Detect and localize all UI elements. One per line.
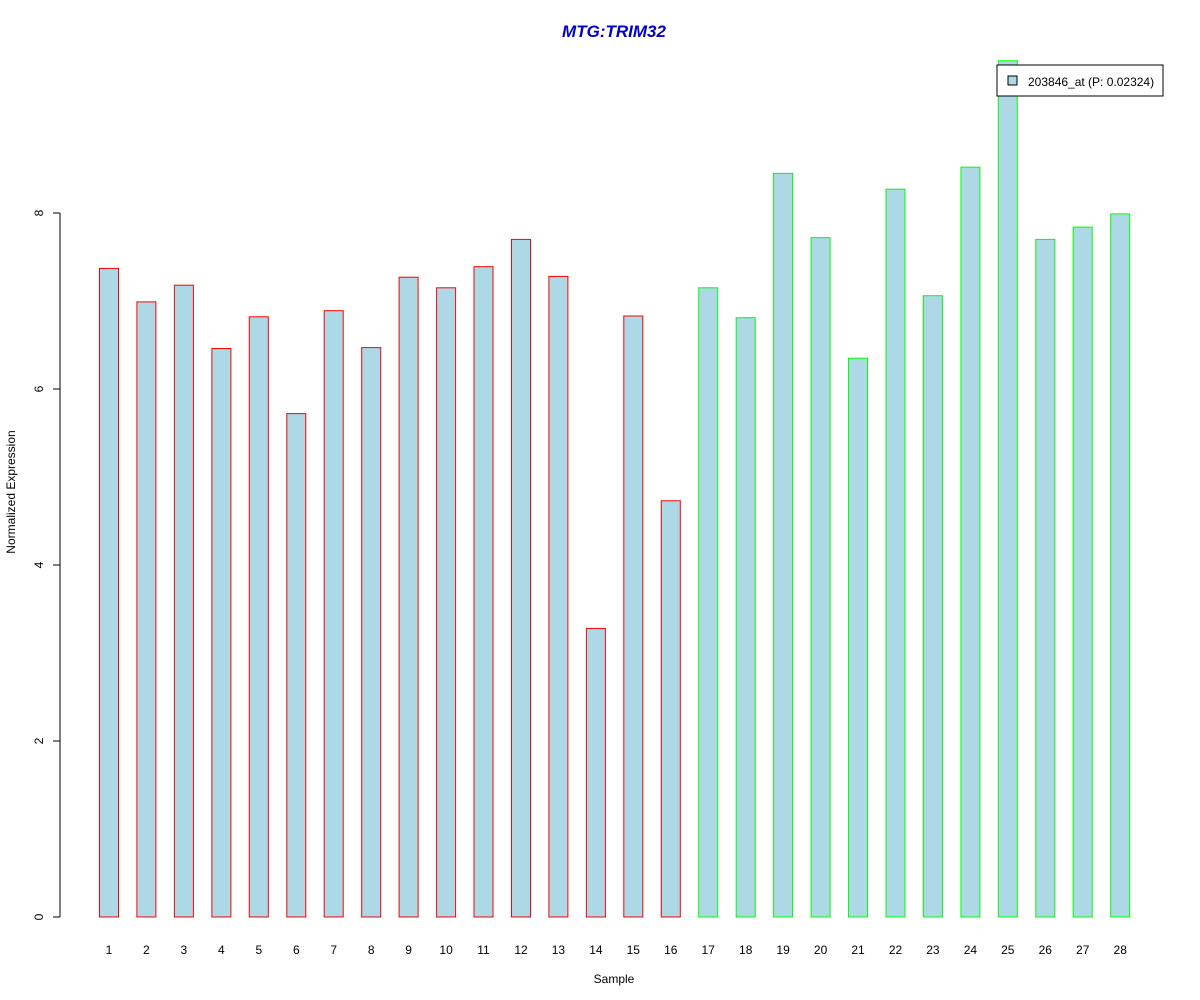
x-tick-label: 3	[181, 943, 188, 957]
bar-sample-6	[286, 413, 307, 918]
x-tick-label: 27	[1076, 943, 1090, 957]
y-tick-label: 2	[32, 737, 46, 744]
x-tick-label: 5	[255, 943, 262, 957]
bar-sample-11	[473, 266, 494, 918]
x-tick-label: 2	[143, 943, 150, 957]
bar-sample-14	[585, 627, 606, 918]
x-tick-label: 9	[405, 943, 412, 957]
x-tick-label: 28	[1114, 943, 1128, 957]
bar-sample-7	[323, 310, 344, 918]
x-tick-label: 15	[627, 943, 641, 957]
x-tick-label: 21	[851, 943, 865, 957]
y-tick-label: 0	[32, 913, 46, 920]
y-axis: 0 2 4 6 8	[32, 209, 61, 920]
bar-sample-20	[810, 237, 831, 918]
bar-sample-27	[1072, 226, 1093, 918]
bar-sample-19	[773, 172, 794, 918]
x-tick-label: 22	[889, 943, 903, 957]
bar-sample-26	[1035, 238, 1056, 918]
x-tick-label: 8	[368, 943, 375, 957]
y-axis-label: Normalized Expression	[4, 430, 18, 553]
x-tick-label: 23	[926, 943, 940, 957]
bar-sample-5	[248, 316, 269, 918]
x-tick-label: 11	[477, 943, 490, 957]
bar-sample-21	[848, 357, 868, 918]
bar-sample-10	[436, 287, 457, 918]
x-tick-label: 26	[1039, 943, 1053, 957]
x-tick-label: 1	[106, 943, 113, 957]
bar-sample-8	[361, 347, 382, 918]
y-tick-label: 4	[32, 561, 46, 568]
x-tick-label: 6	[293, 943, 300, 957]
legend-swatch	[1007, 75, 1018, 86]
bar-sample-25	[997, 60, 1018, 918]
x-axis-label: Sample	[594, 972, 635, 986]
bar-sample-23	[922, 295, 943, 918]
bar-sample-9	[398, 276, 419, 918]
x-tick-label: 4	[218, 943, 225, 957]
chart-title: MTG:TRIM32	[562, 22, 666, 41]
y-tick-label: 8	[32, 209, 46, 216]
x-tick-label: 12	[514, 943, 528, 957]
bar-sample-18	[735, 317, 756, 918]
bar-sample-13	[548, 275, 569, 918]
x-tick-labels: 1 2 3 4 5 6 7 8 9 10 11 12 13 14 15 16 17 18 19 20 21 22 23 24 2…	[106, 943, 1128, 957]
x-tick-label: 20	[814, 943, 828, 957]
bar-sample-28	[1110, 213, 1131, 918]
x-tick-label: 25	[1001, 943, 1015, 957]
x-tick-label: 7	[330, 943, 337, 957]
x-tick-label: 16	[664, 943, 678, 957]
x-tick-label: 24	[964, 943, 978, 957]
x-tick-label: 14	[589, 943, 603, 957]
y-tick-label: 6	[32, 385, 46, 392]
legend-label: 203846_at (P: 0.02324)	[1028, 75, 1154, 89]
bar-sample-12	[511, 238, 531, 918]
bar-sample-22	[885, 188, 906, 918]
bar-sample-2	[136, 301, 157, 918]
x-tick-label: 18	[739, 943, 753, 957]
bar-sample-17	[698, 287, 719, 918]
legend: 203846_at (P: 0.02324)	[996, 64, 1164, 97]
bar-sample-16	[660, 500, 681, 918]
x-tick-label: 10	[439, 943, 453, 957]
bar-sample-15	[623, 315, 644, 918]
x-tick-label: 17	[702, 943, 716, 957]
bar-sample-24	[960, 166, 981, 918]
bar-sample-1	[99, 267, 119, 918]
bars-group	[99, 60, 1131, 918]
x-tick-label: 19	[776, 943, 790, 957]
bar-sample-4	[211, 348, 232, 918]
bar-sample-3	[173, 284, 194, 918]
legend-box	[996, 64, 1164, 97]
x-tick-label: 13	[552, 943, 566, 957]
